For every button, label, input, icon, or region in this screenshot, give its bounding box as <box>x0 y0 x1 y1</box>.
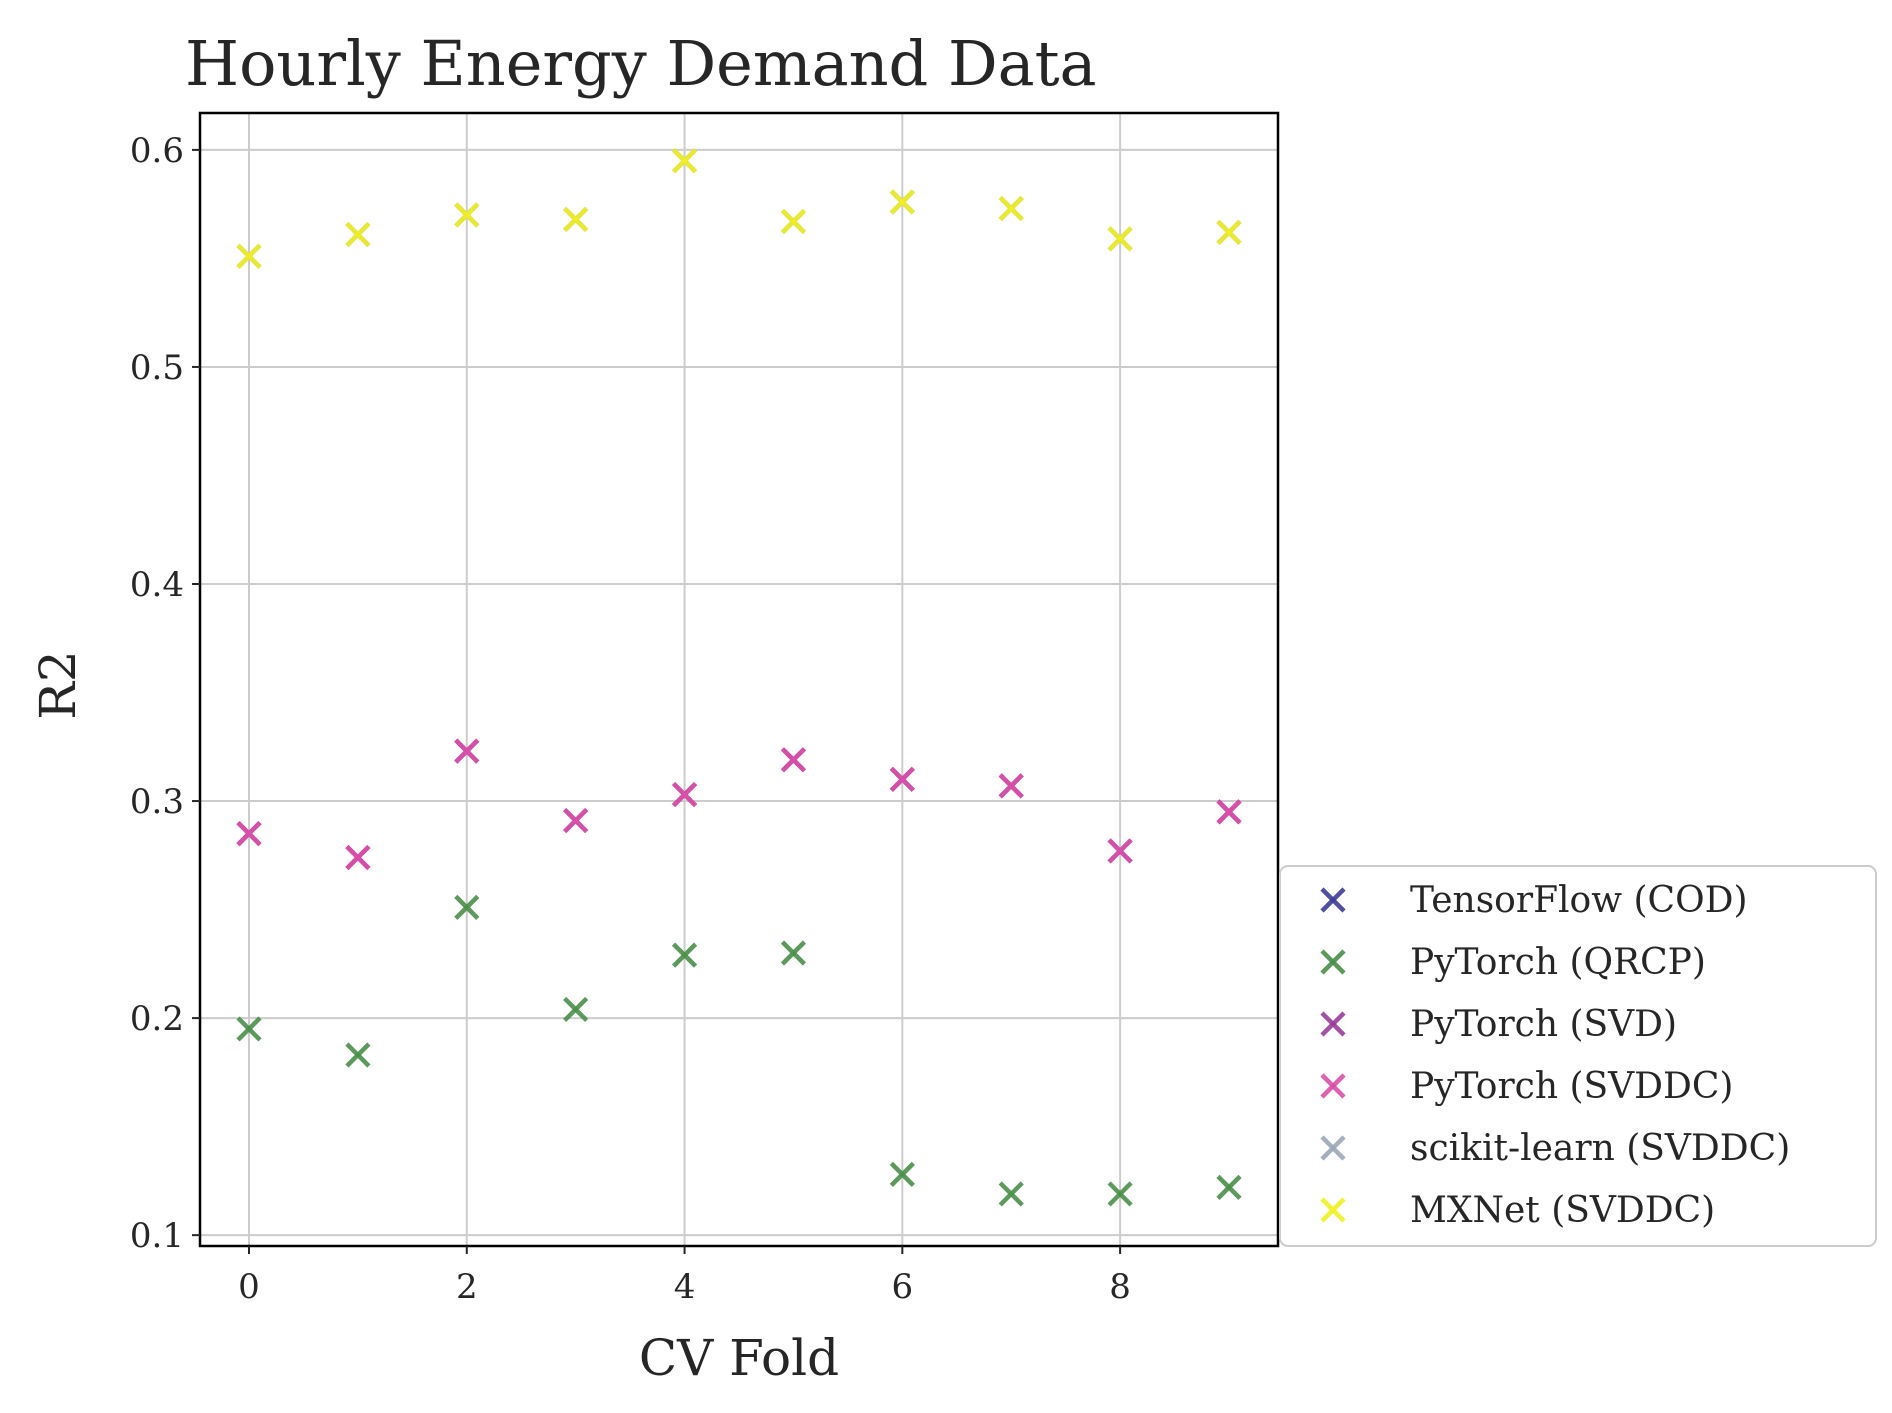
legend: TensorFlow (COD) PyTorch (QRCP) PyTorch (S… <box>1279 865 1877 1247</box>
y-tick-label: 0.6 <box>130 131 184 171</box>
point-pytorch-svddc <box>236 821 262 847</box>
y-tick-label: 0.4 <box>130 565 184 605</box>
legend-label-pytorch-svddc: PyTorch (SVDDC) <box>1410 1066 1733 1107</box>
axis-ticks: 0 2 4 6 8 0.1 0.2 0.3 0.4 0.5 0.6 <box>130 131 1131 1307</box>
point-pytorch-qrcp <box>998 1181 1024 1207</box>
x-axis-label: CV Fold <box>639 1329 839 1387</box>
point-mxnet-svddc <box>236 243 262 269</box>
point-mxnet-svddc <box>1107 226 1133 252</box>
legend-label-pytorch-svd: PyTorch (SVD) <box>1410 1004 1677 1045</box>
x-tick-label: 8 <box>1109 1267 1131 1307</box>
point-pytorch-svddc <box>1107 838 1133 864</box>
legend-marker-scikit-learn-svddc <box>1320 1135 1346 1161</box>
y-tick-label: 0.1 <box>130 1216 184 1256</box>
point-mxnet-svddc <box>345 221 371 248</box>
point-mxnet-svddc <box>563 206 589 232</box>
legend-marker-tensorflow-cod <box>1320 887 1346 913</box>
point-pytorch-qrcp <box>780 940 807 966</box>
x-tick-label: 2 <box>456 1267 478 1307</box>
legend-marker-pytorch-svd <box>1320 1011 1346 1037</box>
point-mxnet-svddc <box>998 195 1024 222</box>
point-pytorch-svddc <box>345 844 371 871</box>
point-pytorch-qrcp <box>236 1016 262 1042</box>
point-pytorch-svddc <box>454 738 480 764</box>
y-tick-label: 0.3 <box>130 782 184 822</box>
legend-marker-pytorch-svddc <box>1320 1073 1346 1099</box>
point-pytorch-svddc <box>780 747 807 773</box>
legend-label-pytorch-qrcp: PyTorch (QRCP) <box>1410 942 1706 983</box>
y-tick-label: 0.5 <box>130 348 184 388</box>
legend-box <box>1279 865 1877 1247</box>
grid-lines <box>200 113 1278 1246</box>
legend-marker-mxnet-svddc <box>1320 1197 1346 1223</box>
plot-frame <box>198 111 1280 1248</box>
point-pytorch-qrcp <box>454 894 480 920</box>
legend-label-mxnet-svddc: MXNet (SVDDC) <box>1410 1190 1715 1231</box>
point-mxnet-svddc <box>454 202 480 228</box>
point-pytorch-svddc <box>998 773 1024 799</box>
point-mxnet-svddc <box>671 148 698 174</box>
point-pytorch-svddc <box>1216 799 1242 825</box>
x-tick-label: 6 <box>892 1267 914 1307</box>
point-mxnet-svddc <box>1216 219 1242 245</box>
y-axis-label: R2 <box>29 650 87 719</box>
x-tick-label: 0 <box>238 1267 260 1307</box>
point-pytorch-svddc <box>671 781 698 808</box>
point-mxnet-svddc <box>889 189 915 215</box>
y-tick-label: 0.2 <box>130 999 184 1039</box>
point-pytorch-qrcp <box>345 1042 371 1068</box>
point-pytorch-svddc <box>889 766 915 792</box>
point-mxnet-svddc <box>780 208 807 235</box>
legend-label-tensorflow-cod: TensorFlow (COD) <box>1410 880 1748 921</box>
point-pytorch-qrcp <box>563 996 589 1023</box>
point-pytorch-svddc <box>563 807 589 834</box>
legend-marker-pytorch-qrcp <box>1320 949 1346 975</box>
point-pytorch-qrcp <box>1107 1181 1133 1207</box>
point-pytorch-qrcp <box>671 942 698 968</box>
point-pytorch-qrcp <box>1216 1174 1242 1200</box>
chart-title: Hourly Energy Demand Data <box>185 27 1097 100</box>
data-points <box>236 148 1242 1207</box>
x-tick-label: 4 <box>674 1267 696 1307</box>
legend-label-scikit-learn-svddc: scikit-learn (SVDDC) <box>1410 1128 1790 1169</box>
point-pytorch-qrcp <box>889 1161 915 1187</box>
